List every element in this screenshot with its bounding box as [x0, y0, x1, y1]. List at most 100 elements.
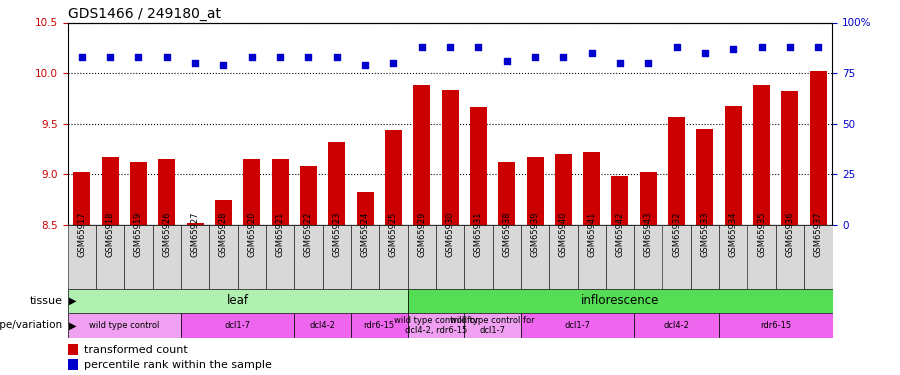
Text: transformed count: transformed count: [84, 345, 187, 355]
Text: inflorescence: inflorescence: [580, 294, 659, 307]
Bar: [385, 130, 401, 225]
Text: GSM65938: GSM65938: [502, 211, 511, 257]
Text: GSM65929: GSM65929: [418, 211, 427, 257]
Bar: [408, 225, 436, 289]
Bar: [810, 71, 827, 225]
Point: [556, 54, 571, 60]
Point: [159, 54, 174, 60]
Bar: [73, 172, 90, 225]
Text: GSM65935: GSM65935: [757, 211, 766, 257]
Text: GSM65940: GSM65940: [559, 211, 568, 257]
Bar: [634, 313, 719, 338]
Point: [302, 54, 316, 60]
Point: [584, 50, 598, 56]
Text: GSM65930: GSM65930: [446, 211, 454, 257]
Bar: [181, 313, 294, 338]
Point: [670, 44, 684, 50]
Point: [726, 46, 741, 52]
Text: GSM65942: GSM65942: [616, 211, 625, 257]
Text: GSM65926: GSM65926: [162, 211, 171, 257]
Bar: [351, 313, 408, 338]
Bar: [408, 289, 832, 313]
Text: wild type control for
dcl4-2, rdr6-15: wild type control for dcl4-2, rdr6-15: [393, 316, 478, 335]
Point: [273, 54, 287, 60]
Bar: [124, 225, 152, 289]
Point: [415, 44, 429, 50]
Point: [216, 62, 230, 68]
Text: dcl4-2: dcl4-2: [663, 321, 689, 330]
Bar: [294, 313, 351, 338]
Text: tissue: tissue: [30, 296, 63, 306]
Text: genotype/variation: genotype/variation: [0, 320, 63, 330]
Bar: [68, 225, 95, 289]
Bar: [776, 225, 805, 289]
Bar: [152, 225, 181, 289]
Bar: [748, 225, 776, 289]
Text: GSM65917: GSM65917: [77, 211, 86, 257]
Text: GSM65922: GSM65922: [304, 211, 313, 257]
Bar: [272, 159, 289, 225]
Point: [500, 58, 514, 64]
Point: [811, 44, 825, 50]
Bar: [68, 313, 181, 338]
Text: rdr6-15: rdr6-15: [760, 321, 791, 330]
Bar: [781, 92, 798, 225]
Bar: [266, 225, 294, 289]
Bar: [499, 162, 515, 225]
Text: wild type control: wild type control: [89, 321, 159, 330]
Bar: [351, 225, 379, 289]
Text: GDS1466 / 249180_at: GDS1466 / 249180_at: [68, 8, 220, 21]
Bar: [549, 225, 578, 289]
Bar: [521, 313, 634, 338]
Bar: [719, 225, 748, 289]
Text: GSM65939: GSM65939: [530, 211, 539, 257]
Text: GSM65943: GSM65943: [644, 211, 652, 257]
Text: rdr6-15: rdr6-15: [364, 321, 395, 330]
Text: GSM65941: GSM65941: [587, 211, 596, 257]
Bar: [294, 225, 322, 289]
Point: [527, 54, 542, 60]
Bar: [209, 225, 238, 289]
Text: percentile rank within the sample: percentile rank within the sample: [84, 360, 272, 370]
Bar: [691, 225, 719, 289]
Text: GSM65920: GSM65920: [248, 211, 256, 257]
Text: ▶: ▶: [69, 320, 76, 330]
Text: GSM65931: GSM65931: [473, 211, 482, 257]
Point: [358, 62, 373, 68]
Text: ▶: ▶: [69, 296, 76, 306]
Point: [698, 50, 712, 56]
Bar: [379, 225, 408, 289]
Bar: [753, 85, 770, 225]
Text: GSM65923: GSM65923: [332, 211, 341, 257]
Bar: [436, 225, 464, 289]
Bar: [640, 172, 657, 225]
Point: [386, 60, 400, 66]
Bar: [442, 90, 458, 225]
Bar: [554, 154, 572, 225]
Point: [754, 44, 769, 50]
Point: [131, 54, 146, 60]
Text: dcl1-7: dcl1-7: [224, 321, 250, 330]
Bar: [181, 225, 209, 289]
Text: GSM65928: GSM65928: [219, 211, 228, 257]
Point: [443, 44, 457, 50]
Bar: [322, 225, 351, 289]
Bar: [238, 225, 266, 289]
Text: GSM65932: GSM65932: [672, 211, 681, 257]
Bar: [719, 313, 832, 338]
Bar: [521, 225, 549, 289]
Bar: [634, 225, 662, 289]
Bar: [526, 157, 544, 225]
Bar: [102, 157, 119, 225]
Text: dcl1-7: dcl1-7: [564, 321, 590, 330]
Text: GSM65936: GSM65936: [786, 211, 795, 257]
Bar: [215, 200, 232, 225]
Bar: [805, 225, 832, 289]
Point: [329, 54, 344, 60]
Point: [641, 60, 655, 66]
Point: [783, 44, 797, 50]
Text: GSM65918: GSM65918: [105, 211, 114, 257]
Point: [75, 54, 89, 60]
Bar: [578, 225, 606, 289]
Text: GSM65919: GSM65919: [134, 211, 143, 257]
